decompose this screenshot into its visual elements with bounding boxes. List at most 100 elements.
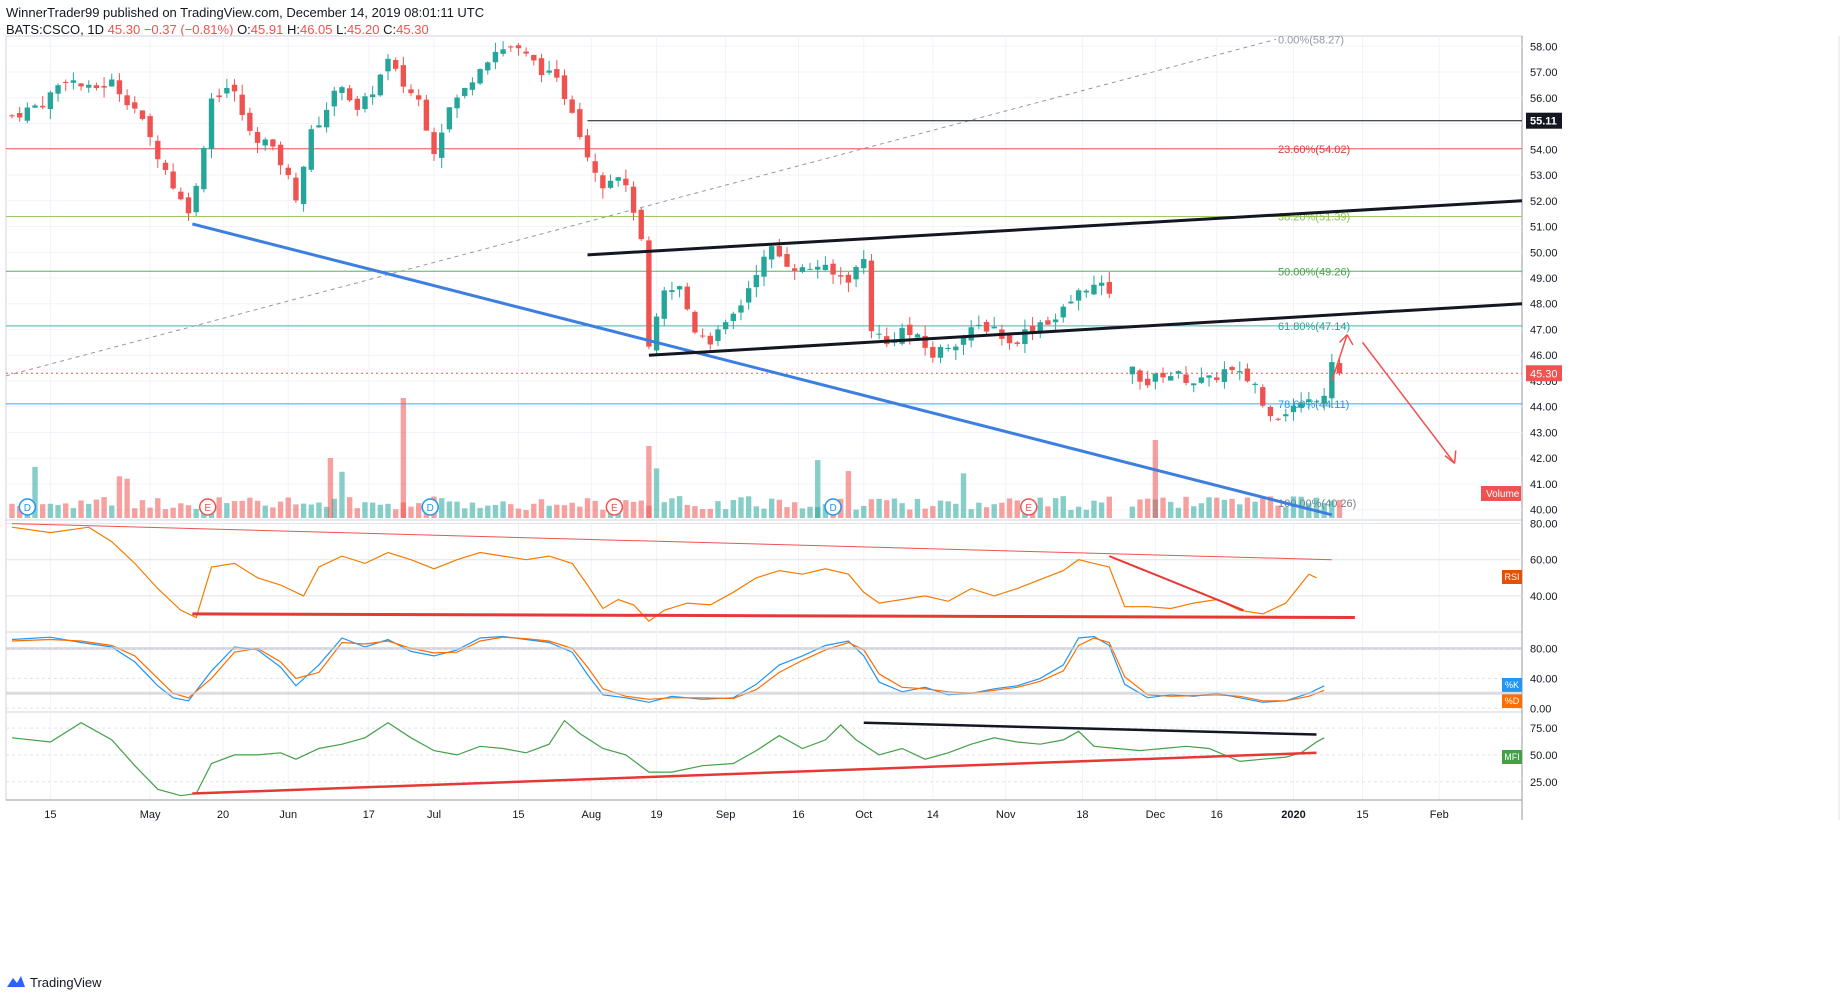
- volume-bar: [462, 508, 468, 518]
- volume-bar: [930, 506, 936, 518]
- earnings-marker-label: E: [204, 503, 211, 514]
- volume-bar: [392, 509, 399, 518]
- rsi-tick-label: 40.00: [1530, 591, 1558, 603]
- volume-bar: [55, 505, 61, 518]
- volume-bar: [116, 476, 123, 518]
- volume-bar: [891, 498, 898, 518]
- up-arrow-head: [1346, 334, 1354, 346]
- open-label: O:: [237, 22, 251, 37]
- candle-body: [600, 175, 606, 189]
- volume-bar: [1191, 506, 1197, 518]
- candle-body: [162, 162, 169, 170]
- volume-bar: [784, 507, 790, 518]
- volume-bar: [531, 503, 537, 518]
- volume-bar: [1237, 504, 1243, 518]
- volume-bar: [1183, 496, 1189, 518]
- earnings-marker[interactable]: [198, 498, 217, 516]
- stoch-pane-frame: [5, 631, 1523, 713]
- high-label: H:: [286, 22, 300, 37]
- candle-body: [346, 88, 353, 101]
- volume-bar: [362, 502, 368, 518]
- candle-body: [116, 80, 123, 95]
- candle-body: [331, 90, 337, 107]
- rsi-divergence-line: [1108, 555, 1244, 612]
- volume-badge: [1481, 486, 1521, 501]
- price-tick-label: 42.00: [1530, 453, 1558, 465]
- price-tick-label: 54.00: [1530, 144, 1558, 156]
- candle-body: [377, 74, 384, 96]
- tradingview-brand[interactable]: TradingView: [6, 974, 102, 990]
- volume-bar: [914, 498, 921, 518]
- time-tick-label: May: [140, 809, 161, 821]
- volume-bar: [124, 478, 130, 518]
- volume-bar: [500, 501, 506, 518]
- time-tick-label: 15: [512, 809, 524, 821]
- candle-body: [584, 135, 591, 158]
- candle-body: [208, 98, 215, 149]
- volume-bar: [584, 498, 591, 518]
- volume-bar: [1260, 498, 1266, 518]
- volume-bar: [1091, 500, 1097, 518]
- earnings-marker[interactable]: [605, 498, 624, 516]
- dividend-marker-label: D: [427, 503, 434, 514]
- candle-body: [362, 96, 368, 110]
- candle-body: [1075, 290, 1082, 301]
- dividend-marker[interactable]: [421, 498, 439, 516]
- candle-body: [254, 131, 261, 143]
- volume-bar: [715, 501, 721, 518]
- volume-bar: [327, 458, 334, 518]
- volume-bar: [339, 471, 345, 518]
- volume-bar: [638, 500, 644, 518]
- earnings-marker[interactable]: [1019, 498, 1038, 516]
- rsi-badge: [1502, 570, 1522, 584]
- candle-body: [1037, 322, 1043, 334]
- volume-bar: [178, 503, 184, 518]
- rsi-tick-label: 80.00: [1530, 519, 1558, 531]
- stoch-series-line: [11, 636, 1325, 702]
- candle-body: [692, 311, 698, 333]
- candle-body: [1045, 320, 1051, 325]
- candle-body: [968, 327, 974, 341]
- time-tick-label: 15: [44, 809, 56, 821]
- price-tick-label: 41.00: [1530, 479, 1558, 491]
- volume-bar: [983, 507, 990, 518]
- time-tick-label: Sep: [716, 809, 736, 821]
- candle-body: [1022, 329, 1028, 345]
- candle-body: [239, 94, 245, 115]
- candle-body: [1144, 378, 1151, 386]
- volume-bar: [561, 505, 568, 518]
- down-arrow-head: [1444, 455, 1456, 464]
- candle-body: [32, 105, 38, 108]
- candle-body: [1214, 377, 1220, 380]
- price-tick-label: 49.00: [1530, 273, 1558, 285]
- candle-body: [577, 109, 583, 138]
- up-arrow-head: [1338, 334, 1348, 343]
- candle-body: [861, 259, 867, 269]
- dividend-marker[interactable]: [18, 498, 37, 516]
- time-tick-label: 20: [217, 809, 229, 821]
- volume-bar: [1160, 497, 1166, 518]
- volume-bar: [868, 499, 875, 518]
- volume-bar: [101, 497, 107, 518]
- candle-body: [699, 335, 706, 337]
- candle-body: [1275, 418, 1281, 420]
- candle-body: [976, 324, 982, 326]
- volume-bar: [1283, 507, 1289, 518]
- volume-bar: [554, 504, 560, 518]
- volume-bar: [876, 498, 882, 518]
- volume-bar: [815, 460, 821, 518]
- level-price-badge: [1526, 112, 1562, 129]
- volume-bar: [16, 506, 23, 518]
- volume-bar: [300, 503, 307, 518]
- dividend-marker[interactable]: [824, 498, 842, 516]
- candle-body: [270, 139, 276, 147]
- candle-body: [592, 161, 598, 173]
- candle-body: [1221, 369, 1228, 382]
- candle-body: [1083, 290, 1089, 293]
- candle-body: [515, 45, 522, 49]
- symbol-label[interactable]: BATS:CSCO, 1D: [6, 22, 105, 37]
- earnings-marker-label: E: [1025, 503, 1032, 514]
- price-tick-label: 47.00: [1530, 324, 1558, 336]
- volume-bar: [40, 504, 46, 518]
